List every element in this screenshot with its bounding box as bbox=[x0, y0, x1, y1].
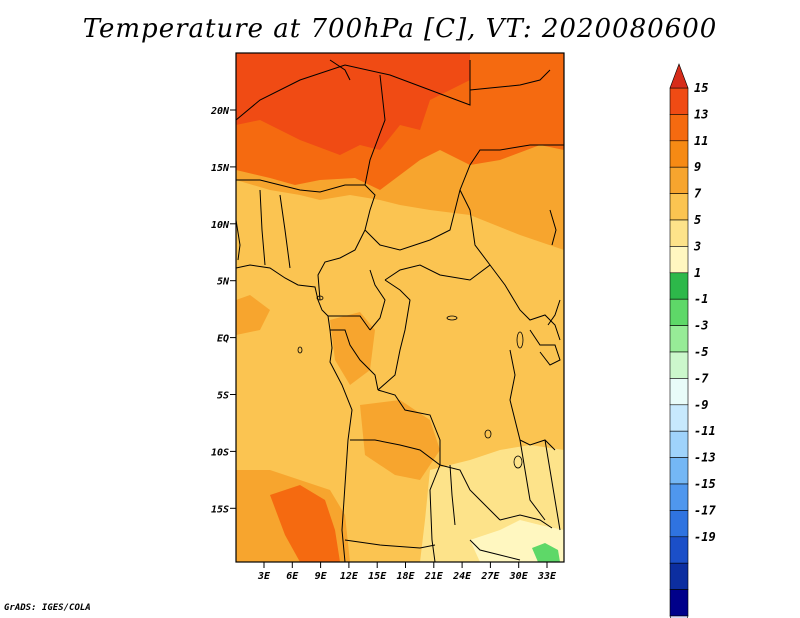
colorbar-label: 5 bbox=[694, 213, 701, 227]
colorbar-segment bbox=[669, 536, 689, 564]
colorbar-segment bbox=[669, 193, 689, 221]
colorbar-segment bbox=[669, 457, 689, 485]
colorbar-label: 9 bbox=[694, 160, 701, 174]
colorbar-top-arrow bbox=[669, 63, 689, 89]
lon-tick-label: 21E bbox=[424, 571, 444, 582]
colorbar-label: 11 bbox=[694, 134, 708, 148]
colorbar-segment bbox=[669, 351, 689, 379]
lon-tick-label: 30E bbox=[509, 571, 529, 582]
colorbar-label: -15 bbox=[694, 477, 716, 491]
lon-tick-label: 3E bbox=[257, 571, 271, 582]
colorbar-segment bbox=[669, 87, 689, 115]
colorbar-label: 13 bbox=[694, 107, 708, 121]
lat-tick-label: 10S bbox=[211, 447, 229, 458]
contour-fill-11-13-ne bbox=[480, 55, 564, 95]
colorbar-segment bbox=[669, 298, 689, 326]
colorbar-segment bbox=[669, 430, 689, 458]
lat-tick-label: 15N bbox=[211, 163, 230, 174]
lake-outlines bbox=[297, 295, 524, 469]
lat-tick-label: 20N bbox=[210, 106, 230, 117]
colorbar-segment bbox=[669, 562, 689, 590]
colorbar-segment bbox=[669, 404, 689, 432]
colorbar-label: -11 bbox=[694, 424, 716, 438]
latitude-axis: 20N 15N 10N 5N EQ 5S 10S 15S bbox=[210, 106, 236, 515]
colorbar-label: 7 bbox=[694, 187, 702, 201]
lon-tick-label: 6E bbox=[286, 571, 299, 582]
contour-fill-1-3 bbox=[532, 543, 560, 562]
colorbar-segment bbox=[669, 589, 689, 617]
contour-fill-9-11-coast bbox=[236, 295, 270, 335]
lon-tick-label: 18E bbox=[396, 571, 415, 582]
colorbar-label: -1 bbox=[694, 292, 708, 306]
colorbar-segment bbox=[669, 483, 689, 511]
grads-credit: GrADS: IGES/COLA bbox=[4, 603, 91, 613]
country-borders bbox=[236, 59, 564, 562]
colorbar-label: 15 bbox=[694, 81, 708, 95]
colorbar-label: -19 bbox=[694, 530, 716, 544]
lon-tick-label: 12E bbox=[340, 571, 359, 582]
colorbar-label: -9 bbox=[694, 398, 708, 412]
colorbar-label: -3 bbox=[694, 319, 708, 333]
lon-tick-label: 9E bbox=[315, 571, 328, 582]
lon-tick-label: 27E bbox=[480, 571, 500, 582]
colorbar: 15 13 11 9 7 5 3 1 -1 -3 -5 -7 -9 -11 -13 -15 -17 -19 bbox=[669, 63, 716, 618]
colorbar-segment bbox=[669, 325, 689, 353]
colorbar-segment bbox=[669, 246, 689, 274]
colorbar-label: 1 bbox=[694, 266, 701, 280]
colorbar-segment bbox=[669, 378, 689, 406]
map-frame bbox=[235, 52, 565, 563]
lat-tick-label: 10N bbox=[211, 220, 230, 231]
lon-tick-label: 15E bbox=[368, 571, 387, 582]
colorbar-label: -5 bbox=[694, 345, 708, 359]
lat-tick-label: EQ bbox=[217, 334, 229, 345]
contour-fill-9-11-angola bbox=[360, 400, 440, 480]
temperature-field bbox=[236, 53, 564, 562]
colorbar-segment bbox=[669, 140, 689, 168]
colorbar-segment bbox=[669, 510, 689, 538]
colorbar-segment bbox=[669, 219, 689, 247]
lon-tick-label: 24E bbox=[452, 571, 472, 582]
contour-fill-11-13-sw bbox=[270, 485, 340, 562]
colorbar-segment bbox=[669, 114, 689, 142]
colorbar-label: -13 bbox=[694, 451, 716, 465]
lat-tick-label: 5N bbox=[217, 277, 230, 288]
colorbar-label: -17 bbox=[694, 503, 716, 517]
lon-tick-label: 33E bbox=[537, 571, 557, 582]
longitude-axis: 3E 6E 9E 12E 15E 18E 21E 24E 27E 30E 33E bbox=[257, 562, 557, 582]
colorbar-label: -7 bbox=[694, 371, 709, 385]
map-title: Temperature at 700hPa [C], VT: 202008060… bbox=[82, 14, 718, 44]
contour-fill-13-15 bbox=[236, 53, 470, 155]
lat-tick-label: 15S bbox=[211, 504, 229, 515]
colorbar-segment bbox=[669, 166, 689, 194]
lat-tick-label: 5S bbox=[217, 391, 229, 402]
colorbar-label: 3 bbox=[693, 239, 701, 253]
colorbar-segment bbox=[669, 272, 689, 300]
